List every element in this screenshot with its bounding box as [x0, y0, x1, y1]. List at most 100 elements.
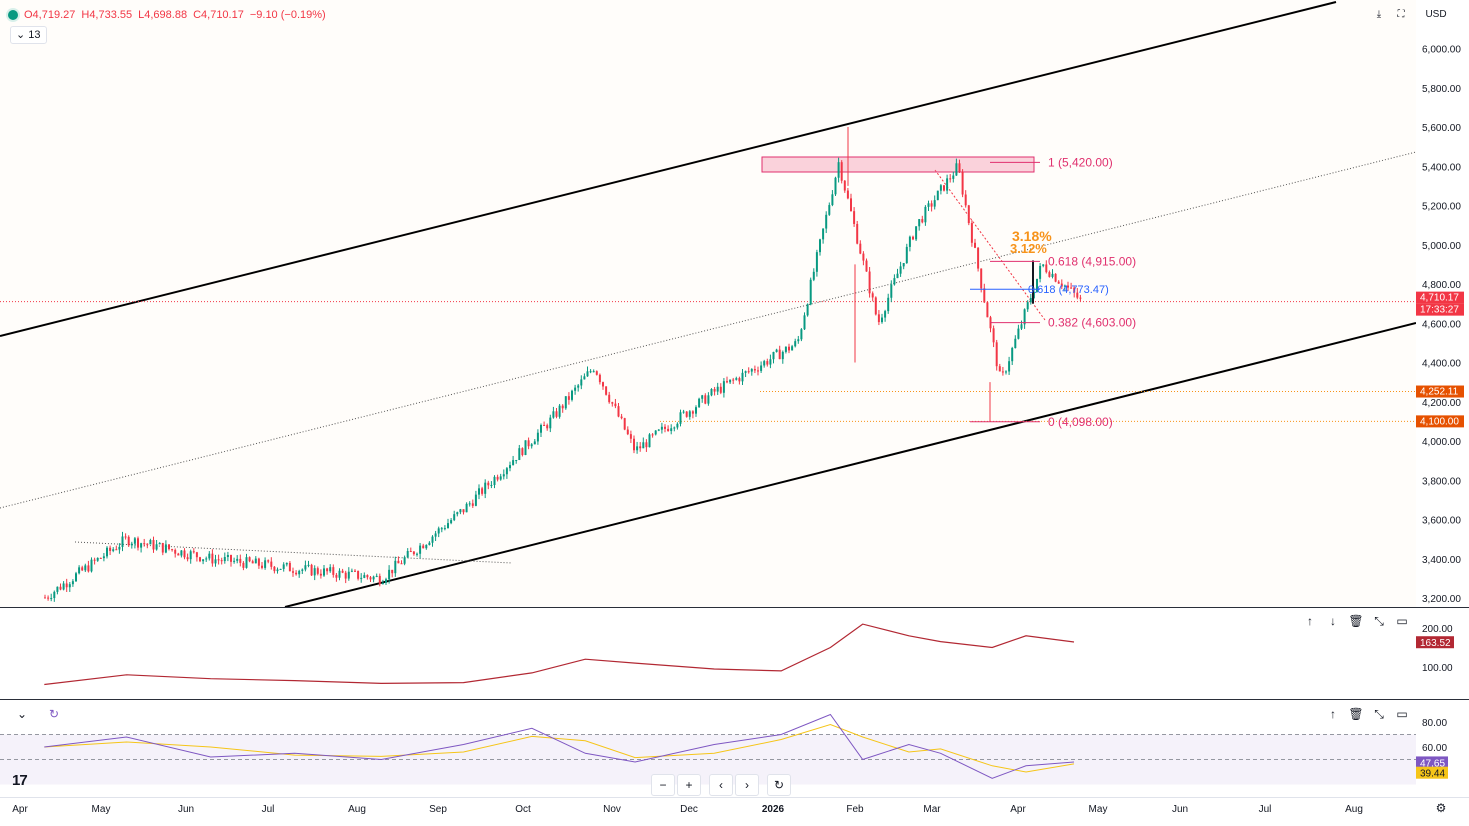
- delete-icon[interactable]: 🗑: [1348, 614, 1364, 628]
- candle: [952, 171, 955, 183]
- candle: [732, 377, 735, 385]
- candle-body: [211, 553, 214, 564]
- price-tick-label: 5,000.00: [1422, 241, 1461, 252]
- candle-body: [279, 568, 282, 570]
- scroll-left-button[interactable]: ‹: [709, 774, 733, 796]
- candle: [722, 378, 725, 398]
- scroll-right-button[interactable]: ›: [735, 774, 759, 796]
- candle-body: [180, 550, 183, 556]
- move-down-icon[interactable]: ↓: [1330, 614, 1336, 628]
- candle-body: [65, 583, 68, 588]
- candle: [806, 303, 809, 317]
- indicators-toggle[interactable]: ⌄ 13: [10, 26, 47, 44]
- time-tick-label: May: [92, 804, 111, 815]
- candle: [657, 428, 660, 432]
- candle: [205, 556, 208, 562]
- candle-body: [567, 396, 570, 400]
- time-tick-label: Jul: [1259, 804, 1272, 815]
- candle-body: [158, 542, 161, 545]
- candle: [93, 557, 96, 565]
- candle-body: [171, 549, 174, 551]
- candle: [388, 565, 391, 584]
- candle-body: [605, 386, 608, 395]
- candle: [419, 542, 422, 559]
- candle-body: [468, 503, 471, 505]
- collapse-icon[interactable]: ⤡: [1374, 706, 1384, 721]
- zoom-in-button[interactable]: +: [677, 774, 701, 796]
- candle: [595, 370, 598, 376]
- candle-body: [592, 371, 595, 373]
- candle: [983, 283, 986, 304]
- candle-body: [927, 203, 930, 207]
- chevron-down-icon[interactable]: ⌄: [16, 707, 28, 721]
- candle-body: [71, 581, 74, 585]
- zoom-out-button[interactable]: −: [651, 774, 675, 796]
- candle: [319, 569, 322, 579]
- currency-select[interactable]: USD: [1416, 4, 1456, 24]
- candle-body: [685, 411, 688, 417]
- rsi-ma-value-bg: [1416, 766, 1448, 779]
- collapse-icon[interactable]: ⤡: [1374, 613, 1384, 628]
- candle-body: [155, 544, 158, 550]
- candle-body: [902, 263, 905, 267]
- candle-body: [412, 551, 415, 555]
- candle: [797, 335, 800, 344]
- candle-body: [261, 565, 263, 568]
- candle: [341, 568, 344, 574]
- candle-body: [1029, 297, 1032, 303]
- candle-body: [884, 311, 887, 318]
- candle: [102, 553, 105, 562]
- candle: [769, 354, 772, 369]
- candle-body: [313, 568, 316, 576]
- candle: [546, 423, 549, 431]
- candle: [192, 548, 195, 554]
- candle: [422, 543, 425, 549]
- projection-label: 3.18%: [1012, 228, 1052, 244]
- candle-body: [242, 562, 245, 568]
- candle: [496, 474, 499, 482]
- candle: [1014, 335, 1017, 349]
- candle: [245, 553, 248, 569]
- candle: [310, 563, 313, 577]
- fullscreen-icon[interactable]: ⛶: [1397, 8, 1405, 20]
- candle-body: [220, 560, 223, 562]
- settings-icon[interactable]: ⚙: [1435, 801, 1447, 815]
- candle: [481, 486, 484, 496]
- candle-body: [403, 557, 406, 564]
- channel-upper: [0, 1, 1337, 337]
- candle: [487, 480, 490, 490]
- reset-button[interactable]: ↻: [767, 774, 791, 796]
- candle-body: [803, 315, 806, 330]
- candle: [846, 187, 849, 200]
- candle-body: [273, 566, 276, 572]
- candle: [459, 508, 462, 515]
- candle: [868, 267, 871, 298]
- candle-body: [763, 361, 766, 366]
- move-up-icon[interactable]: ↑: [1330, 707, 1336, 721]
- candle: [614, 398, 617, 409]
- candle: [195, 551, 198, 562]
- price-tick-label: 5,800.00: [1422, 84, 1461, 95]
- candle: [803, 312, 806, 330]
- candle-body: [282, 564, 285, 569]
- candle: [1001, 366, 1004, 376]
- candle-body: [998, 366, 1001, 372]
- maximize-icon[interactable]: ▭: [1396, 614, 1408, 628]
- download-icon[interactable]: ⤓: [1376, 8, 1382, 20]
- candle-body: [757, 370, 759, 372]
- candle: [189, 549, 192, 564]
- move-up-icon[interactable]: ↑: [1307, 614, 1313, 628]
- maximize-icon[interactable]: ▭: [1396, 707, 1408, 721]
- candle-body: [357, 570, 360, 579]
- price-tick-label: 5,400.00: [1422, 162, 1461, 173]
- candle: [915, 226, 918, 242]
- candle-body: [726, 381, 728, 383]
- candle: [316, 566, 319, 576]
- refresh-icon[interactable]: ↻: [48, 707, 60, 721]
- candle: [735, 376, 738, 381]
- candle-body: [288, 562, 291, 572]
- delete-icon[interactable]: 🗑: [1348, 707, 1364, 721]
- candle-body: [276, 569, 279, 572]
